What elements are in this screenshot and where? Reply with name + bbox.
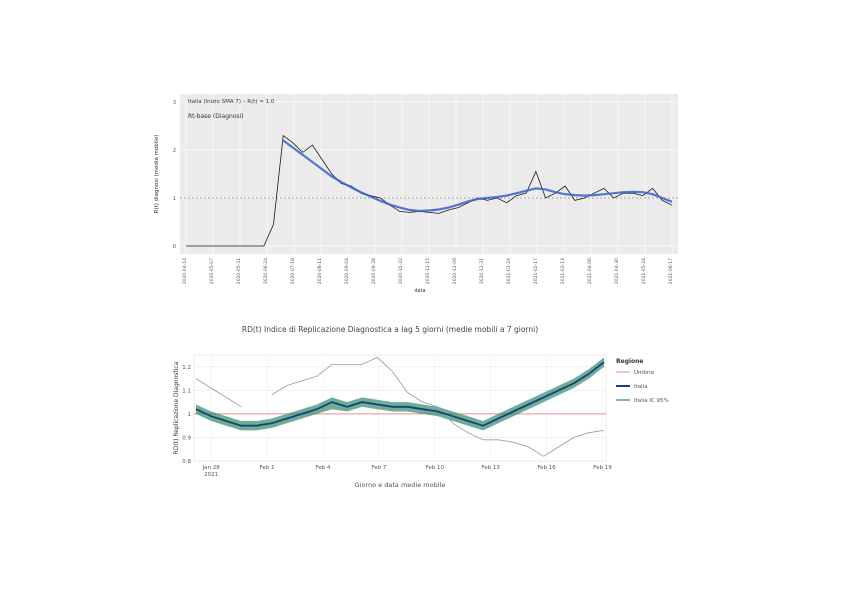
y-tick-label: 0 (173, 244, 176, 250)
x-tick-label: 2020-09-04 (344, 258, 350, 284)
legend: Regione Umbria Italia Italia IC 95% (616, 358, 669, 404)
x-tick-label: 2021 (204, 472, 218, 478)
x-tick-label: 2020-04-14 (182, 258, 188, 284)
x-tick-label: 2020-12-31 (479, 258, 485, 284)
legend-label: Umbria (634, 370, 654, 376)
y-tick-label: 1.1 (182, 388, 191, 394)
x-axis-label: data (414, 288, 425, 294)
x-tick-label: Feb 16 (537, 465, 556, 471)
series-group (186, 134, 673, 247)
x-tick-label: Feb 10 (426, 465, 445, 471)
x-tick-label: 2021-03-13 (560, 258, 566, 284)
x-tick-label: 2021-04-06 (587, 258, 593, 284)
x-tick-label: 2021-04-30 (614, 258, 620, 284)
x-tick-label: 2020-05-07 (209, 258, 215, 284)
confidence-band (196, 357, 604, 431)
x-tick-label: 2020-05-31 (236, 258, 242, 284)
annotation-1: Italia (Inizio SMA 7) – R(t) ≈ 1.0 (188, 99, 275, 105)
x-tick-label: 2021-05-24 (641, 258, 647, 284)
y-ticks: 0.8 0.9 1 1.1 1.2 (182, 365, 191, 465)
series-line-umbria (195, 356, 605, 457)
x-tick-label: 2020-08-11 (317, 258, 323, 284)
x-tick-label: 2020-11-15 (425, 258, 431, 284)
legend-label: Italia IC 95% (634, 398, 669, 404)
series-line-italia (195, 361, 605, 427)
annotation-2: Rt-base (Diagnosi) (188, 113, 244, 120)
rdt-chart: RD(t) Indice di Replicazione Diagnostica… (173, 325, 669, 489)
x-tick-label: 2021-02-17 (533, 258, 539, 284)
y-tick-label: 1 (188, 412, 192, 418)
x-tick-label: Feb 4 (315, 465, 330, 471)
y-tick-label: 1 (173, 196, 176, 202)
legend-label: Italia (634, 384, 648, 390)
x-axis-label: Giorno e data medie mobile (355, 481, 446, 489)
x-tick-label: 2021-06-17 (668, 258, 674, 284)
x-tick-label: 2020-12-09 (452, 258, 458, 284)
x-tick-label: 2020-10-22 (398, 258, 404, 284)
y-axis-label: R(t) diagnosi (media mobile) (154, 135, 160, 214)
x-tick-label: Feb 19 (593, 465, 612, 471)
y-tick-label: 1.2 (182, 365, 191, 371)
y-axis-label: RD(t) Replicazione Diagnostica (173, 361, 180, 454)
y-tick-label: 3 (173, 100, 176, 106)
x-tick-label: Jan 28 (201, 465, 220, 471)
x-ticks: 2020-04-14 2020-05-07 2020-05-31 2020-06-24… (182, 258, 674, 284)
x-tick-label: Feb 7 (371, 465, 386, 471)
series-group (195, 356, 605, 457)
series-line-2 (282, 139, 673, 213)
x-tick-label: Feb 1 (260, 465, 275, 471)
x-tick-label: 2020-07-18 (290, 258, 296, 284)
y-tick-label: 0.9 (182, 435, 191, 441)
gridlines (180, 94, 678, 254)
y-tick-label: 2 (173, 148, 176, 154)
x-tick-label: 2021-01-24 (506, 258, 512, 284)
x-tick-label: 2020-06-24 (263, 258, 269, 284)
legend-title: Regione (616, 358, 644, 365)
y-tick-label: 0.8 (182, 459, 191, 465)
y-ticks: 0 1 2 3 (173, 100, 176, 250)
gridlines (194, 355, 606, 462)
x-tick-label: Feb 13 (481, 465, 500, 471)
chart-title: RD(t) Indice di Replicazione Diagnostica… (242, 325, 538, 334)
x-tick-label: 2020-09-28 (371, 258, 377, 284)
